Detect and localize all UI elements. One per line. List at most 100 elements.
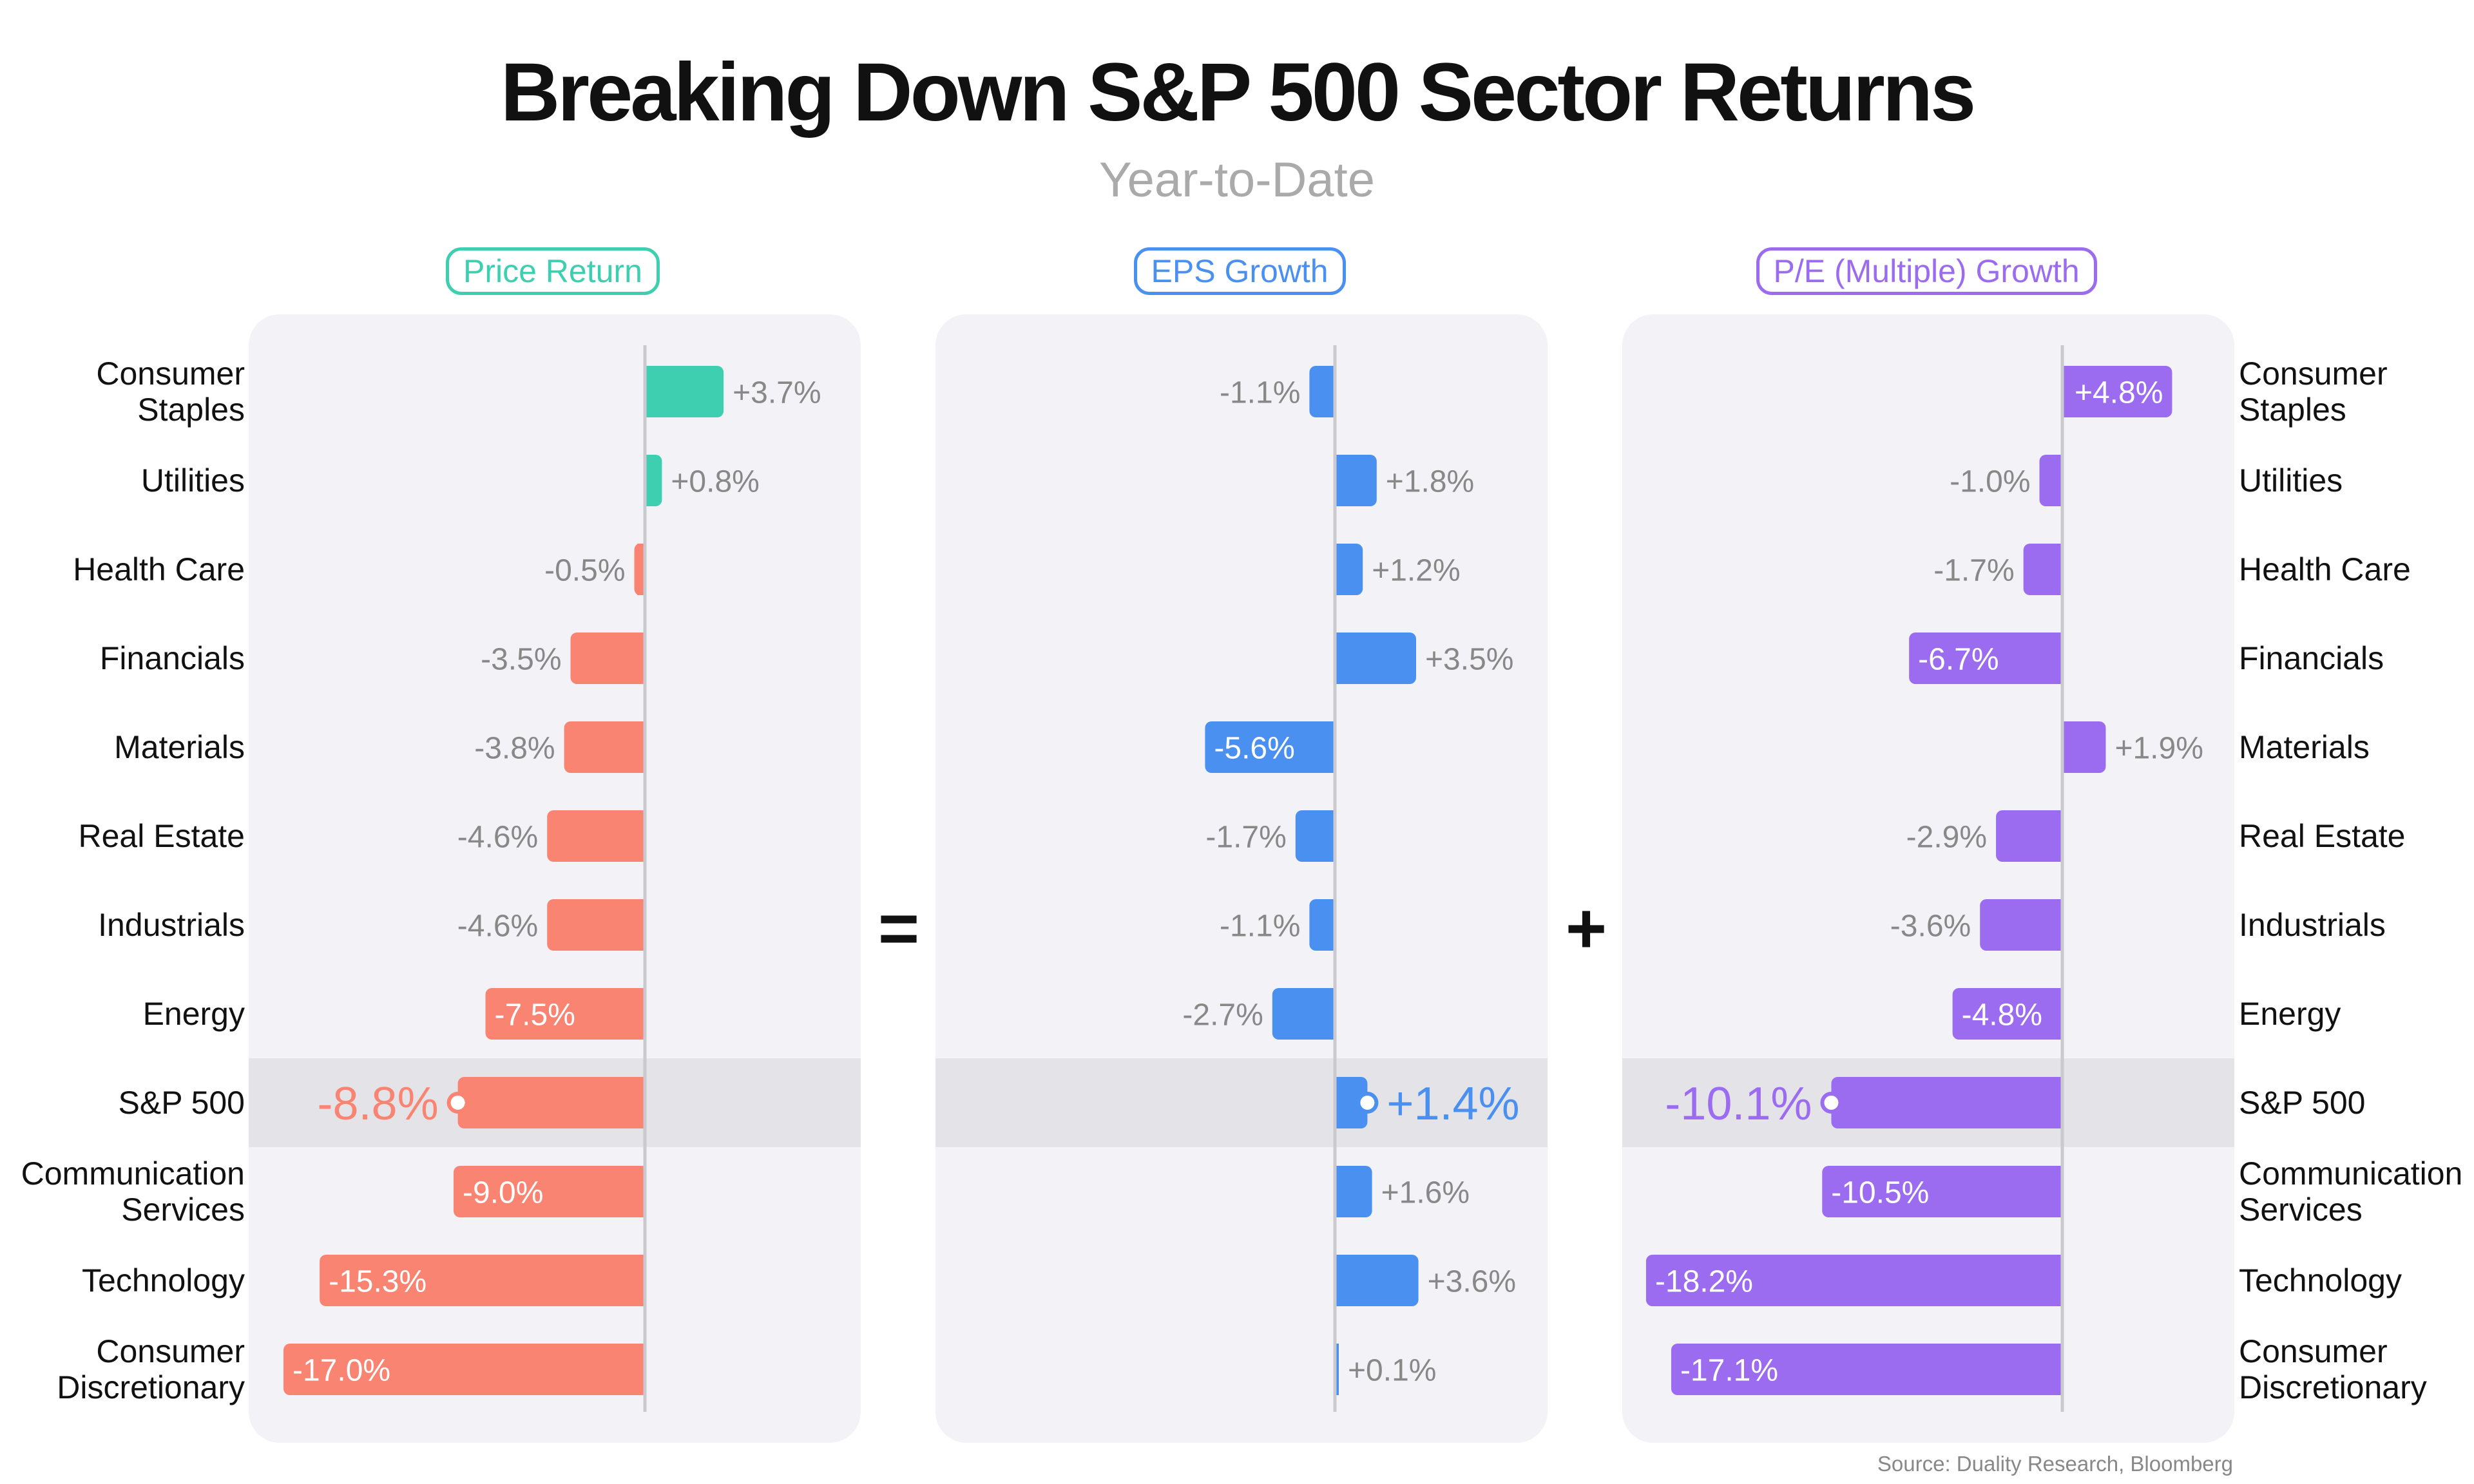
- category-label: Real Estate: [2239, 818, 2474, 854]
- category-label-line: Consumer: [2239, 1333, 2388, 1369]
- category-label-line: Communication: [21, 1156, 245, 1192]
- category-label-line: Communication: [2239, 1156, 2463, 1192]
- bar-edge: [2055, 1344, 2062, 1395]
- category-label-line: Energy: [142, 996, 245, 1032]
- data-label: -2.7%: [1182, 998, 1263, 1032]
- category-label-line: Materials: [2239, 729, 2370, 765]
- bar-edge: [2055, 1077, 2062, 1128]
- category-label-line: Services: [2239, 1192, 2363, 1228]
- data-label: -2.9%: [1906, 820, 1987, 854]
- category-label-line: S&P 500: [118, 1085, 245, 1121]
- bar: [547, 899, 645, 951]
- bar-edge: [1335, 1255, 1343, 1306]
- category-label: Financials: [0, 640, 245, 676]
- bar-edge: [2055, 544, 2062, 595]
- chart-subtitle: Year-to-Date: [1098, 153, 1376, 207]
- bar: [1822, 1166, 2062, 1217]
- category-label-line: Technology: [82, 1262, 245, 1298]
- category-label-line: Health Care: [73, 551, 245, 587]
- data-label: -10.1%: [1665, 1078, 1812, 1130]
- category-label-line: Discretionary: [57, 1369, 245, 1405]
- chart-title: Breaking Down S&P 500 Sector Returns: [500, 46, 1976, 138]
- category-label: Industrials: [2239, 907, 2474, 943]
- category-label: Energy: [2239, 996, 2474, 1032]
- category-label: Consumer Staples: [2239, 356, 2474, 428]
- data-label: +3.5%: [1425, 642, 1513, 676]
- data-label: +0.1%: [1348, 1353, 1436, 1387]
- bar: [1335, 633, 1416, 684]
- bar-edge: [637, 544, 645, 595]
- bar: [1909, 633, 2062, 684]
- bar: [2062, 366, 2172, 417]
- data-label: -9.0%: [463, 1175, 543, 1210]
- data-label: -7.5%: [495, 998, 575, 1032]
- bar-edge: [637, 810, 645, 862]
- data-label: +3.6%: [1428, 1264, 1516, 1298]
- bar-edge: [2055, 455, 2062, 506]
- bar-edge: [1335, 633, 1343, 684]
- data-label: -1.1%: [1220, 376, 1300, 410]
- bar: [547, 810, 645, 862]
- bar-edge: [637, 1255, 645, 1306]
- data-label: -10.5%: [1831, 1175, 1929, 1210]
- category-label: Materials: [0, 729, 245, 765]
- equals-operator: =: [877, 889, 920, 968]
- bar-edge: [1335, 1166, 1343, 1217]
- category-label-line: Utilities: [140, 462, 245, 499]
- plus-operator: +: [1565, 889, 1607, 968]
- bars-svg: +4.8% -1.0% -1.7% -6.7% +1.9% -2.9% -3.6% -4.8%…: [1622, 345, 2234, 1412]
- category-label-line: S&P 500: [2239, 1085, 2366, 1121]
- data-label: +1.4%: [1386, 1078, 1519, 1130]
- category-label: Consumer Staples: [0, 356, 245, 428]
- category-label-line: Industrials: [98, 907, 245, 943]
- data-label: -3.6%: [1890, 909, 1971, 943]
- bar-edge: [645, 366, 653, 417]
- category-label-line: Staples: [137, 392, 245, 428]
- bar: [283, 1344, 645, 1395]
- bar-edge: [2055, 810, 2062, 862]
- highlight-row: [935, 1058, 1548, 1147]
- data-label: +1.6%: [1381, 1175, 1470, 1210]
- bar: [1831, 1077, 2062, 1128]
- eps-growth-badge: EPS Growth: [1133, 247, 1346, 295]
- bar-edge: [1327, 810, 1335, 862]
- data-label: +1.2%: [1372, 553, 1460, 587]
- bar-edge: [1335, 1077, 1343, 1128]
- category-label: Technology: [2239, 1262, 2474, 1298]
- bar-edge: [2055, 899, 2062, 951]
- data-label: +3.7%: [733, 376, 821, 410]
- bar: [1671, 1344, 2062, 1395]
- data-label: -1.7%: [1205, 820, 1286, 854]
- bar-edge: [1335, 544, 1343, 595]
- category-label-line: Energy: [2239, 996, 2341, 1032]
- data-label: -1.1%: [1220, 909, 1300, 943]
- category-label: Communication Services: [0, 1156, 245, 1228]
- data-label: -6.7%: [1918, 642, 1999, 676]
- bar: [1335, 1077, 1368, 1128]
- highlight-dot: [446, 1092, 469, 1114]
- bar-edge: [1335, 455, 1343, 506]
- data-label: -0.5%: [544, 553, 625, 587]
- category-label: Health Care: [2239, 551, 2474, 587]
- data-label: -1.7%: [1933, 553, 2014, 587]
- data-label: -1.0%: [1950, 464, 2030, 499]
- data-label: -5.6%: [1214, 731, 1294, 765]
- bar-edge: [2062, 366, 2070, 417]
- category-label: Financials: [2239, 640, 2474, 676]
- data-label: -4.6%: [457, 820, 538, 854]
- bar: [1980, 899, 2062, 951]
- bar-edge: [2055, 1166, 2062, 1217]
- bar: [564, 721, 645, 773]
- category-label-line: Industrials: [2239, 907, 2386, 943]
- bars-svg: -1.1% +1.8% +1.2% +3.5% -5.6% -1.7% -1.1% -2.7%…: [935, 345, 1548, 1412]
- bar-edge: [637, 1344, 645, 1395]
- price-return-panel: +3.7% +0.8% -0.5% -3.5% -3.8% -4.6% -4.6% -7.5%…: [249, 314, 861, 1443]
- bar: [2062, 721, 2106, 773]
- category-label-line: Services: [121, 1192, 245, 1228]
- category-label: Utilities: [2239, 462, 2474, 499]
- bar-edge: [1327, 721, 1335, 773]
- category-label-line: Materials: [114, 729, 245, 765]
- category-label: Energy: [0, 996, 245, 1032]
- bar-edge: [2055, 633, 2062, 684]
- category-label-line: Health Care: [2239, 551, 2411, 587]
